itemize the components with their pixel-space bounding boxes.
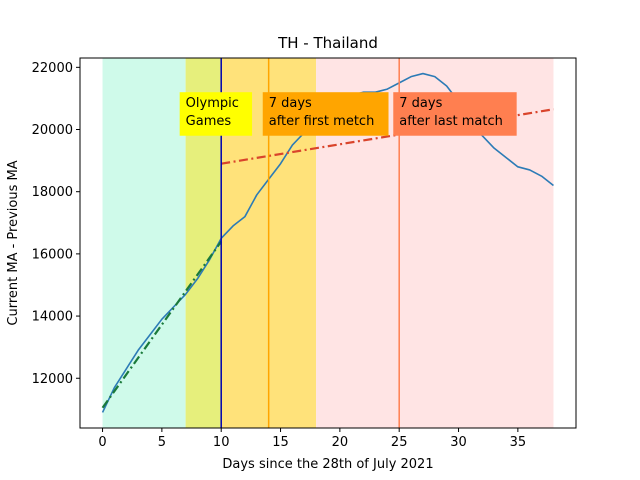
y-tick-label: 20000	[32, 123, 73, 138]
y-tick-label: 16000	[32, 247, 73, 262]
x-tick-label: 15	[272, 435, 289, 450]
x-tick-label: 10	[213, 435, 230, 450]
y-axis-label: Current MA - Previous MA	[6, 160, 21, 325]
annotation-box	[179, 92, 253, 136]
chart-title: TH - Thailand	[277, 34, 378, 52]
x-axis-ticks: 0 5 10 15 20 25 30 35	[98, 428, 526, 450]
trend-line-1	[101, 240, 223, 409]
x-tick-label: 0	[98, 435, 106, 450]
annotation-box	[262, 92, 389, 136]
y-tick-label: 22000	[32, 61, 73, 76]
annotation-0: Olympic Games	[179, 92, 253, 136]
annotation-box	[393, 92, 517, 136]
plot-frame	[79, 57, 577, 429]
y-tick-label: 14000	[32, 310, 73, 325]
x-tick-label: 20	[332, 435, 349, 450]
annotation-text: Olympic	[186, 96, 239, 111]
x-tick-label: 5	[158, 435, 166, 450]
y-tick-label: 18000	[32, 185, 73, 200]
trend-line-2	[221, 108, 554, 165]
shaded-region-0	[102, 58, 186, 428]
annotation-text: after last match	[399, 114, 503, 129]
annotation-1: 7 days after first metch	[262, 92, 389, 136]
x-tick-label: 35	[510, 435, 527, 450]
x-tick-label: 25	[391, 435, 408, 450]
annotation-text: 7 days	[399, 96, 442, 111]
x-axis-label: Days since the 28th of July 2021	[222, 457, 433, 472]
annotation-text: 7 days	[269, 96, 312, 111]
x-tick-label: 30	[450, 435, 467, 450]
annotation-text: after first metch	[269, 114, 375, 129]
y-axis-ticks: 12000 14000 16000 18000 20000 22000	[32, 61, 80, 387]
annotation-2: 7 days after last match	[393, 92, 517, 136]
annotation-text: Games	[186, 114, 232, 129]
y-tick-label: 12000	[32, 372, 73, 387]
